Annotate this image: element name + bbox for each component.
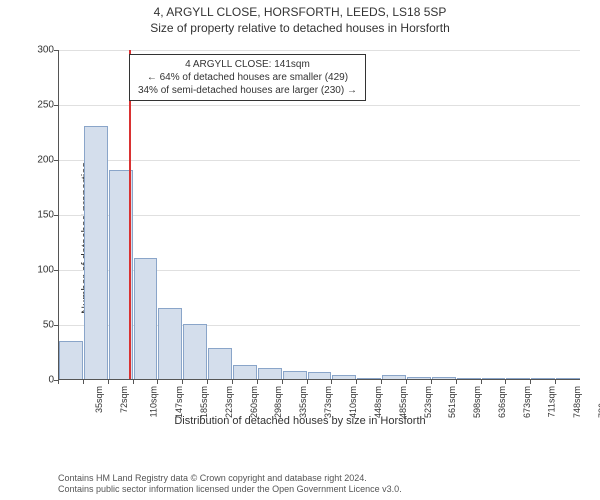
x-tick-mark — [381, 380, 382, 384]
histogram-bar — [208, 348, 232, 379]
histogram-bar — [556, 378, 580, 379]
x-tick-label: 673sqm — [522, 386, 532, 418]
x-tick-label: 448sqm — [373, 386, 383, 418]
x-tick-label: 72sqm — [119, 386, 129, 413]
x-tick-mark — [406, 380, 407, 384]
x-tick-label: 786sqm — [597, 386, 600, 418]
gridline — [59, 105, 580, 106]
x-tick-mark — [157, 380, 158, 384]
histogram-bar — [134, 258, 158, 379]
histogram-bar — [506, 378, 530, 379]
x-tick-mark — [207, 380, 208, 384]
x-tick-label: 185sqm — [199, 386, 209, 418]
address-line: 4, ARGYLL CLOSE, HORSFORTH, LEEDS, LS18 … — [0, 5, 600, 19]
histogram-bar — [531, 378, 555, 379]
callout-line: ← 64% of detached houses are smaller (42… — [138, 71, 357, 84]
y-tick-mark — [54, 160, 58, 161]
x-tick-mark — [257, 380, 258, 384]
title-area: 4, ARGYLL CLOSE, HORSFORTH, LEEDS, LS18 … — [0, 0, 600, 35]
y-tick-mark — [54, 50, 58, 51]
histogram-bar — [308, 372, 332, 379]
y-tick-mark — [54, 325, 58, 326]
chart-container: Number of detached properties 4 ARGYLL C… — [0, 40, 600, 435]
histogram-bar — [332, 375, 356, 379]
x-tick-label: 373sqm — [323, 386, 333, 418]
callout-line: 4 ARGYLL CLOSE: 141sqm — [138, 58, 357, 71]
histogram-bar — [183, 324, 207, 379]
x-tick-label: 35sqm — [94, 386, 104, 413]
y-tick-label: 50 — [24, 320, 54, 331]
y-tick-label: 150 — [24, 210, 54, 221]
histogram-bar — [59, 341, 83, 380]
x-tick-label: 335sqm — [298, 386, 308, 418]
histogram-bar — [457, 378, 481, 379]
footer-line-1: Contains HM Land Registry data © Crown c… — [58, 473, 402, 485]
x-tick-mark — [182, 380, 183, 384]
x-tick-label: 561sqm — [447, 386, 457, 418]
x-tick-mark — [133, 380, 134, 384]
x-tick-mark — [555, 380, 556, 384]
y-tick-label: 0 — [24, 375, 54, 386]
y-tick-mark — [54, 270, 58, 271]
x-tick-label: 598sqm — [472, 386, 482, 418]
callout-line: 34% of semi-detached houses are larger (… — [138, 84, 357, 97]
x-tick-label: 110sqm — [149, 386, 159, 417]
x-tick-label: 223sqm — [224, 386, 234, 418]
footer: Contains HM Land Registry data © Crown c… — [58, 473, 402, 496]
x-tick-mark — [108, 380, 109, 384]
x-tick-label: 748sqm — [572, 386, 582, 418]
y-tick-label: 300 — [24, 45, 54, 56]
histogram-bar — [84, 126, 108, 379]
x-tick-mark — [481, 380, 482, 384]
x-tick-label: 485sqm — [398, 386, 408, 418]
subtitle: Size of property relative to detached ho… — [0, 21, 600, 35]
x-tick-mark — [307, 380, 308, 384]
x-tick-label: 636sqm — [497, 386, 507, 418]
plot-area: 4 ARGYLL CLOSE: 141sqm← 64% of detached … — [58, 50, 580, 380]
gridline — [59, 160, 580, 161]
y-tick-label: 200 — [24, 155, 54, 166]
y-tick-mark — [54, 105, 58, 106]
x-tick-label: 711sqm — [546, 386, 556, 417]
x-tick-mark — [505, 380, 506, 384]
histogram-bar — [258, 368, 282, 379]
x-tick-mark — [456, 380, 457, 384]
y-tick-label: 250 — [24, 100, 54, 111]
x-tick-mark — [331, 380, 332, 384]
x-tick-mark — [530, 380, 531, 384]
footer-line-2: Contains public sector information licen… — [58, 484, 402, 496]
gridline — [59, 215, 580, 216]
histogram-bar — [283, 371, 307, 379]
x-tick-label: 523sqm — [423, 386, 433, 418]
histogram-bar — [158, 308, 182, 380]
x-tick-label: 260sqm — [249, 386, 259, 418]
x-tick-mark — [83, 380, 84, 384]
x-tick-mark — [282, 380, 283, 384]
histogram-bar — [233, 365, 257, 379]
x-tick-label: 147sqm — [174, 386, 184, 418]
x-tick-mark — [58, 380, 59, 384]
y-tick-mark — [54, 215, 58, 216]
x-tick-mark — [431, 380, 432, 384]
histogram-bar — [357, 378, 381, 379]
histogram-bar — [482, 378, 506, 379]
histogram-bar — [432, 377, 456, 379]
histogram-bar — [382, 375, 406, 379]
x-tick-mark — [232, 380, 233, 384]
callout-box: 4 ARGYLL CLOSE: 141sqm← 64% of detached … — [129, 54, 366, 101]
histogram-bar — [407, 377, 431, 379]
y-tick-label: 100 — [24, 265, 54, 276]
x-tick-label: 298sqm — [273, 386, 283, 418]
x-tick-mark — [356, 380, 357, 384]
gridline — [59, 50, 580, 51]
x-tick-label: 410sqm — [348, 386, 358, 418]
